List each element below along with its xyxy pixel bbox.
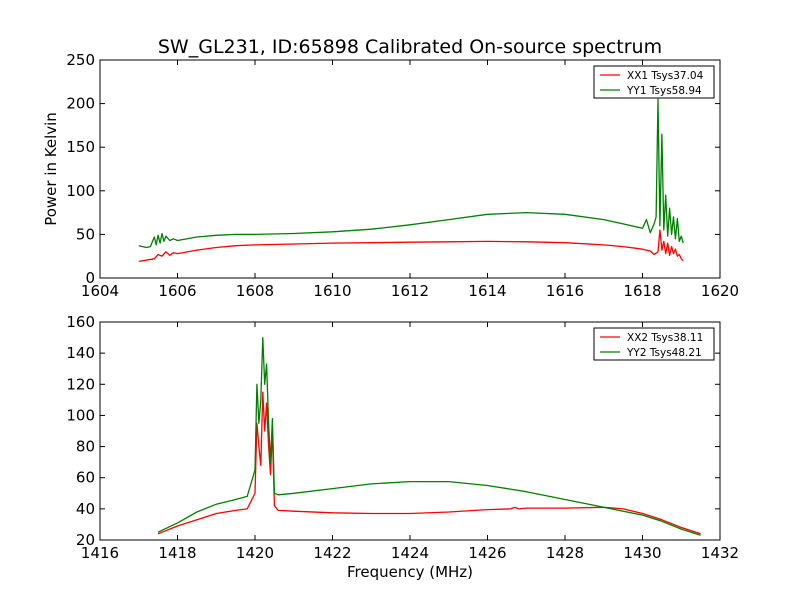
y-tick-label: 140 — [66, 344, 95, 362]
top-panel: 1604 1606 1608 1610 1612 1614 1616 1618 1620 0 50 1… — [42, 51, 739, 300]
series-line-1 — [157, 391, 701, 535]
y-tick-label: 50 — [76, 225, 95, 243]
x-tick-label: 1428 — [546, 544, 584, 562]
legend-label: XX1 Tsys37.04 — [627, 70, 704, 82]
x-tick-label: 1432 — [701, 544, 739, 562]
x-tick-label: 1418 — [158, 544, 196, 562]
y-tick-label: 100 — [66, 182, 95, 200]
y-tick-label: 80 — [76, 438, 95, 456]
x-tick-label: 1430 — [623, 544, 661, 562]
x-tick-label: 1614 — [468, 282, 506, 300]
y-tick-label: 60 — [76, 469, 95, 487]
x-tick-label: 1606 — [158, 282, 196, 300]
legend-label: YY2 Tsys48.21 — [626, 347, 702, 359]
y-tick-label: 160 — [66, 313, 95, 331]
x-tick-label: 1424 — [391, 544, 429, 562]
y-tick-label: 250 — [66, 51, 95, 69]
x-tick-label: 1416 — [81, 544, 119, 562]
series-line-2 — [157, 336, 701, 536]
legend: XX1 Tsys37.04 YY1 Tsys58.94 — [593, 65, 715, 99]
x-axis-label: Frequency (MHz) — [347, 563, 473, 581]
y-tick-label: 150 — [66, 138, 95, 156]
x-tick-label: 1610 — [313, 282, 351, 300]
x-tick-label: 1612 — [391, 282, 429, 300]
y-tick-label: 100 — [66, 406, 95, 424]
x-tick-label: 1420 — [236, 544, 274, 562]
x-tick-label: 1616 — [546, 282, 584, 300]
y-tick-label: 0 — [85, 269, 95, 287]
y-tick-label: 40 — [76, 500, 95, 518]
legend: XX2 Tsys38.11 YY2 Tsys48.21 — [593, 327, 715, 361]
y-tick-label: 20 — [76, 531, 95, 549]
series-line-2 — [138, 98, 684, 249]
x-tick-label: 1608 — [236, 282, 274, 300]
legend-label: YY1 Tsys58.94 — [626, 85, 702, 97]
legend-label: XX2 Tsys38.11 — [627, 332, 703, 344]
x-tick-label: 1604 — [81, 282, 119, 300]
x-tick-label: 1620 — [701, 282, 739, 300]
y-tick-label: 200 — [66, 95, 95, 113]
chart-title: SW_GL231, ID:65898 Calibrated On-source … — [158, 36, 662, 58]
series-line-1 — [138, 229, 684, 263]
x-tick-label: 1426 — [468, 544, 506, 562]
y-tick-label: 120 — [66, 375, 95, 393]
x-tick-label: 1422 — [313, 544, 351, 562]
y-axis-label: Power in Kelvin — [42, 112, 60, 226]
x-tick-label: 1618 — [623, 282, 661, 300]
bottom-panel: 1416 1418 1420 1422 1424 1426 1428 1430 1432 20 40… — [66, 313, 739, 581]
